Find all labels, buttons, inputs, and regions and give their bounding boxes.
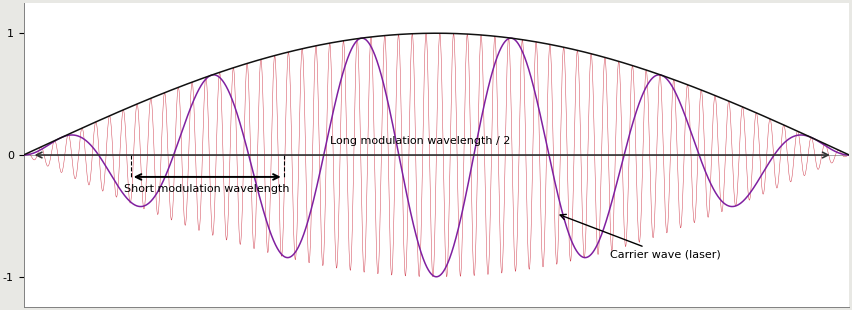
Text: Short modulation wavelength: Short modulation wavelength: [124, 184, 290, 194]
Text: Long modulation wavelength / 2: Long modulation wavelength / 2: [330, 136, 510, 147]
Text: Carrier wave (laser): Carrier wave (laser): [560, 215, 721, 260]
